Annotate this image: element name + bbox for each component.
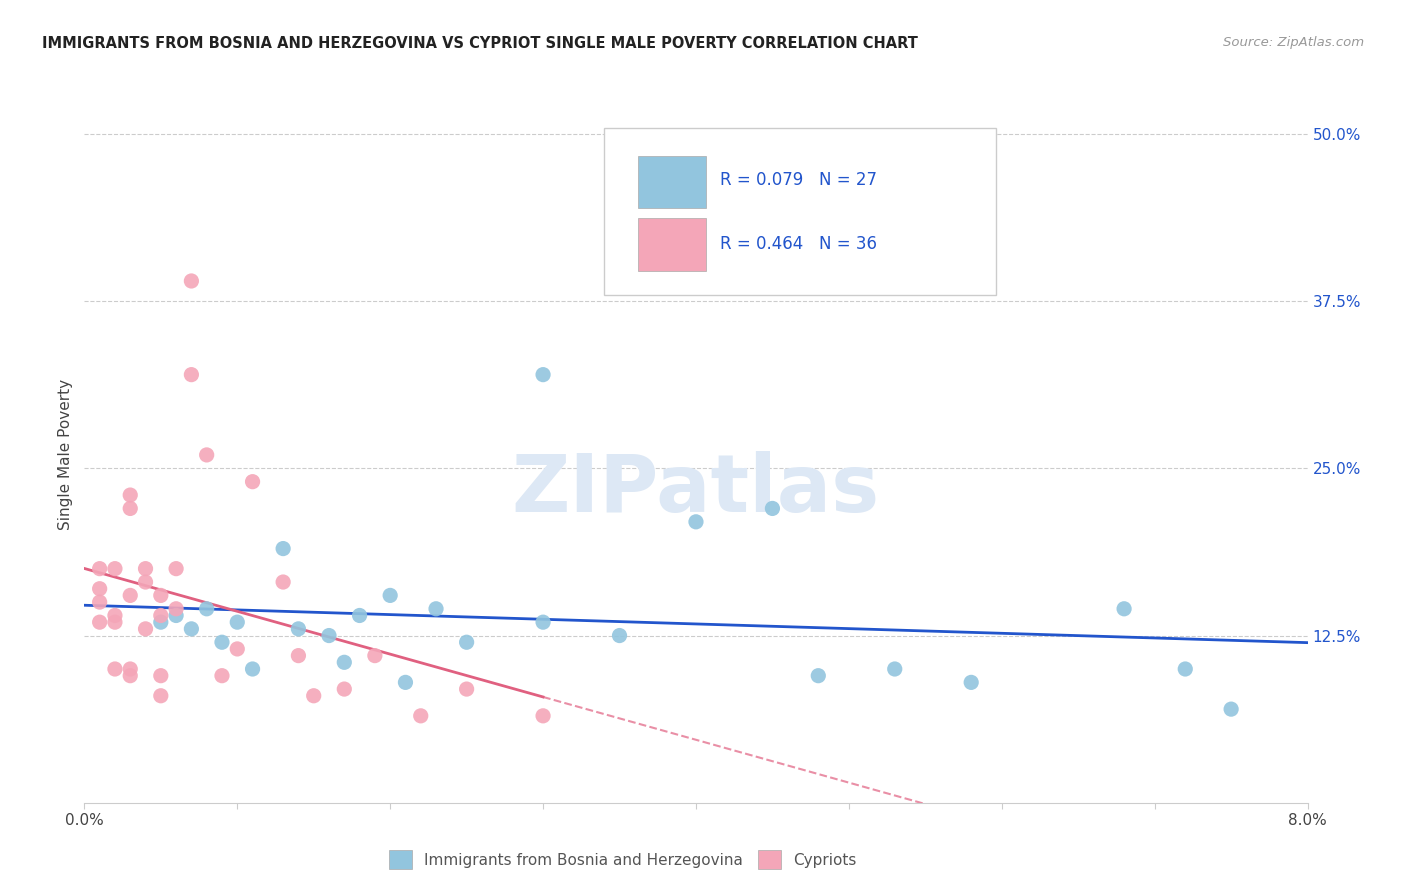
Point xyxy=(120,662,142,676)
Text: R = 0.464   N = 36: R = 0.464 N = 36 xyxy=(720,235,877,253)
Legend: Immigrants from Bosnia and Herzegovina, Cypriots: Immigrants from Bosnia and Herzegovina, … xyxy=(382,845,863,875)
Point xyxy=(685,515,707,529)
Point xyxy=(89,595,111,609)
Text: IMMIGRANTS FROM BOSNIA AND HERZEGOVINA VS CYPRIOT SINGLE MALE POVERTY CORRELATIO: IMMIGRANTS FROM BOSNIA AND HERZEGOVINA V… xyxy=(42,36,918,51)
Point xyxy=(180,274,202,288)
Point xyxy=(104,615,127,630)
Point xyxy=(364,648,387,663)
Point xyxy=(120,669,142,683)
Text: Source: ZipAtlas.com: Source: ZipAtlas.com xyxy=(1223,36,1364,49)
Point xyxy=(135,562,157,576)
Point xyxy=(149,615,172,630)
Point xyxy=(149,689,172,703)
Point xyxy=(89,615,111,630)
Point xyxy=(242,475,264,489)
Text: ZIPatlas: ZIPatlas xyxy=(512,450,880,529)
Point xyxy=(195,448,218,462)
Point xyxy=(242,662,264,676)
Point xyxy=(1114,602,1136,616)
Point xyxy=(409,708,432,723)
Point xyxy=(1174,662,1197,676)
Point xyxy=(89,562,111,576)
Text: R = 0.079   N = 27: R = 0.079 N = 27 xyxy=(720,171,877,189)
Point xyxy=(761,501,783,516)
Point xyxy=(349,608,371,623)
Point xyxy=(333,655,356,669)
Point xyxy=(120,488,142,502)
Point xyxy=(394,675,416,690)
Point xyxy=(531,615,554,630)
Point xyxy=(380,589,402,603)
Point xyxy=(456,681,478,696)
Point xyxy=(165,608,187,623)
Point xyxy=(302,689,325,703)
Point xyxy=(425,602,447,616)
Point xyxy=(104,562,127,576)
Point xyxy=(318,628,340,642)
Point xyxy=(807,669,830,683)
Point xyxy=(333,681,356,696)
Point xyxy=(287,622,309,636)
Point xyxy=(211,669,233,683)
FancyBboxPatch shape xyxy=(638,219,706,270)
Point xyxy=(165,602,187,616)
Point xyxy=(149,589,172,603)
Point xyxy=(883,662,905,676)
Point xyxy=(195,602,218,616)
Point xyxy=(1220,702,1243,716)
Y-axis label: Single Male Poverty: Single Male Poverty xyxy=(58,379,73,531)
Point xyxy=(89,582,111,596)
Point xyxy=(104,608,127,623)
FancyBboxPatch shape xyxy=(638,156,706,208)
Point xyxy=(287,648,309,663)
Point xyxy=(226,642,249,657)
Point xyxy=(180,368,202,382)
Point xyxy=(180,622,202,636)
Point xyxy=(120,589,142,603)
Point xyxy=(456,635,478,649)
Point xyxy=(609,628,631,642)
Point xyxy=(104,662,127,676)
Point xyxy=(149,608,172,623)
Point xyxy=(531,708,554,723)
Point xyxy=(165,562,187,576)
Point xyxy=(271,541,294,556)
Point xyxy=(120,501,142,516)
Point xyxy=(960,675,983,690)
Point xyxy=(271,575,294,590)
FancyBboxPatch shape xyxy=(605,128,995,295)
Point xyxy=(211,635,233,649)
Point xyxy=(135,575,157,590)
Point xyxy=(226,615,249,630)
Point xyxy=(149,669,172,683)
Point xyxy=(135,622,157,636)
Point xyxy=(531,368,554,382)
